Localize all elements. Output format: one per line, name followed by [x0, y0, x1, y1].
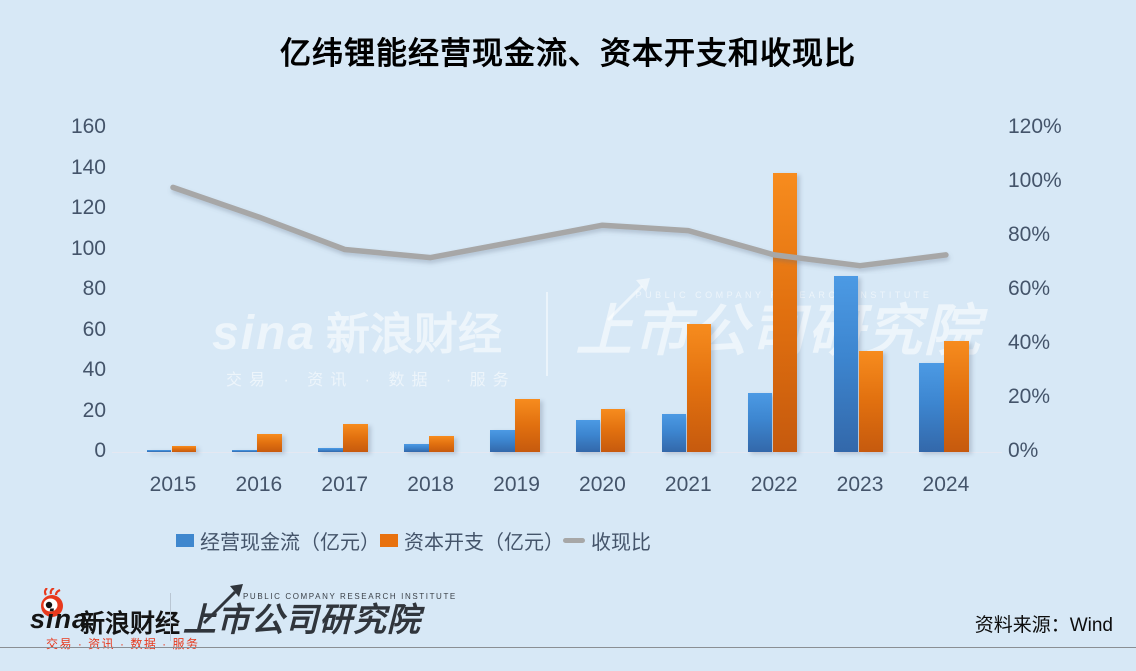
- x-axis-label-2024: 2024: [922, 473, 970, 496]
- x-axis-label-2015: 2015: [149, 473, 197, 496]
- x-axis-label-2017: 2017: [321, 473, 369, 496]
- y-axis-left-tick: 0: [94, 439, 106, 462]
- bar-operating-cash-flow-2021: [661, 413, 687, 452]
- bar-operating-cash-flow-2015: [146, 449, 171, 452]
- footer-rule: [0, 647, 1136, 648]
- y-axis-right-tick: 40%: [1008, 331, 1051, 354]
- bar-capex-2015: [171, 445, 196, 452]
- legend-swatch-line: [563, 537, 585, 543]
- legend-swatch-orange: [380, 533, 398, 547]
- sina-eye-icon: [41, 588, 63, 617]
- sina-brand: 新浪财经: [80, 610, 181, 638]
- y-axis-right-tick: 20%: [1008, 385, 1051, 408]
- y-axis-left-tick: 140: [70, 155, 106, 179]
- bar-capex-2019: [515, 399, 540, 452]
- watermark-brand: 新浪财经: [326, 310, 503, 359]
- bar-capex-2017: [343, 423, 368, 452]
- x-axis-label-2018: 2018: [407, 473, 454, 496]
- x-axis-label-2019: 2019: [493, 473, 540, 496]
- bar-operating-cash-flow-2023: [833, 275, 859, 452]
- zero-gridline: [112, 452, 1002, 453]
- legend-item-operating-cash-flow: 经营现金流（亿元）: [176, 527, 380, 554]
- y-axis-left-tick: 160: [70, 115, 106, 138]
- y-axis-right-tick: 120%: [1008, 115, 1062, 138]
- y-axis-left-tick: 80: [82, 277, 106, 300]
- bar-capex-2016: [257, 433, 282, 452]
- bar-operating-cash-flow-2024: [919, 362, 944, 452]
- institute-logo: PUBLIC COMPANY RESEARCH INSTITUTE 上市公司研究…: [183, 584, 457, 639]
- x-axis-label-2020: 2020: [579, 473, 626, 496]
- y-axis-left-tick: 20: [82, 398, 106, 422]
- watermark-divider: [545, 292, 548, 376]
- institute-cn: 上市公司研究院: [183, 601, 421, 638]
- bar-capex-2022: [772, 172, 798, 452]
- legend-label-cash-ratio: 收现比: [591, 531, 651, 554]
- bar-capex-2024: [944, 340, 969, 452]
- footer-divider: [170, 593, 171, 641]
- watermark-sina-block: sina 新浪财经 交易 · 资讯 · 数据 · 服务: [212, 288, 516, 390]
- x-axis-label-2023: 2023: [836, 473, 884, 496]
- bar-operating-cash-flow-2022: [747, 393, 773, 452]
- bar-capex-2021: [686, 324, 712, 452]
- institute-arrow-icon: [202, 584, 243, 625]
- y-axis-left-tick: 40: [82, 358, 106, 381]
- bar-capex-2018: [429, 435, 454, 452]
- x-axis-label-2021: 2021: [664, 473, 712, 496]
- bar-operating-cash-flow-2017: [318, 447, 343, 452]
- bar-operating-cash-flow-2018: [404, 443, 429, 452]
- bar-operating-cash-flow-2019: [490, 429, 515, 452]
- cash-ratio-line: [170, 184, 949, 269]
- watermark-arrow-icon: [606, 278, 650, 322]
- y-axis-right-tick: 80%: [1008, 223, 1051, 246]
- y-axis-left-tick: 60: [82, 317, 106, 341]
- watermark-sina-word: sina: [212, 307, 317, 360]
- legend-label-operating-cash-flow: 经营现金流（亿元）: [200, 531, 380, 554]
- y-axis-right-tick: 0%: [1008, 439, 1039, 462]
- chart-title: 亿纬锂能经营现金流、资本开支和收现比: [280, 36, 856, 71]
- legend-item-cash-ratio: 收现比: [563, 527, 651, 554]
- y-axis-right-tick: 60%: [1008, 277, 1051, 300]
- bar-operating-cash-flow-2020: [575, 419, 601, 452]
- bar-capex-2020: [600, 409, 626, 452]
- data-source: 资料来源：Wind: [974, 615, 1113, 636]
- sina-wordmark: sina: [30, 604, 89, 634]
- bar-operating-cash-flow-2016: [232, 449, 257, 452]
- sina-tagline: 交易 · 资讯 · 数据 · 服务: [46, 637, 200, 651]
- bar-capex-2023: [858, 350, 884, 452]
- x-axis-label-2022: 2022: [750, 473, 798, 496]
- legend-label-capex: 资本开支（亿元）: [404, 531, 564, 554]
- legend-item-capex: 资本开支（亿元）: [380, 527, 564, 554]
- y-axis-left-tick: 100: [70, 236, 106, 260]
- x-axis-label-2016: 2016: [235, 473, 283, 496]
- institute-en: PUBLIC COMPANY RESEARCH INSTITUTE: [243, 592, 457, 601]
- y-axis-left-tick: 120: [70, 196, 106, 219]
- watermark-tagline: 交易 · 资讯 · 数据 · 服务: [226, 372, 516, 389]
- legend-swatch-blue: [176, 533, 194, 547]
- y-axis-right-tick: 100%: [1008, 169, 1062, 192]
